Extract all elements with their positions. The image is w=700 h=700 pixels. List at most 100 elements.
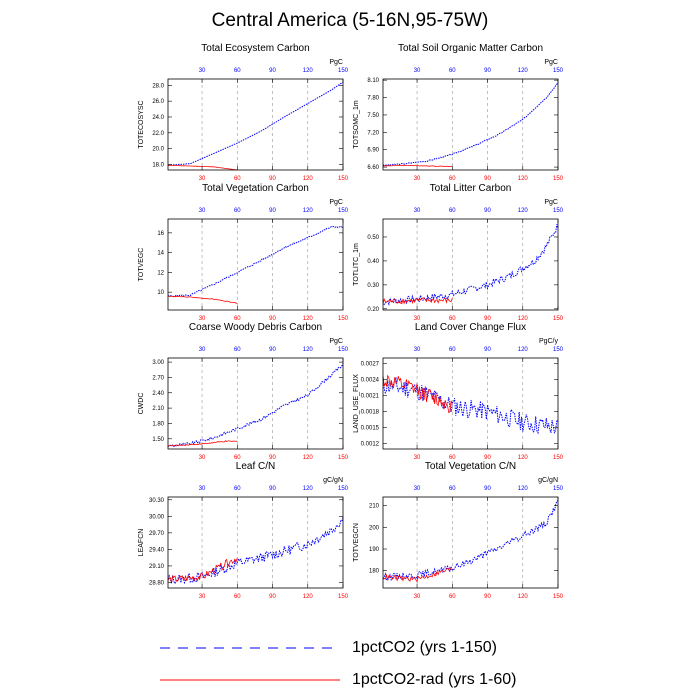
- x-tick-label: 150: [553, 594, 564, 600]
- panel-7: Leaf C/N gC/gN 30 30 60 60 90 90 120 120 150 150 28.…: [138, 461, 349, 600]
- x-tick-label-top: 30: [414, 208, 421, 214]
- y-axis-label: LEAFCN: [138, 529, 145, 557]
- y-tick-label: 7.20: [367, 130, 379, 136]
- x-tick-label-top: 120: [303, 208, 314, 214]
- x-tick-label: 30: [199, 455, 206, 461]
- x-tick-label-top: 90: [269, 347, 276, 353]
- legend-label-1pctco2: 1pctCO2 (yrs 1-150): [352, 639, 497, 656]
- panel-title: Land Cover Change Flux: [415, 322, 526, 333]
- x-tick-label-top: 60: [449, 208, 456, 214]
- y-tick-label: 29.40: [149, 547, 165, 553]
- y-tick-label: 1.80: [152, 421, 164, 427]
- x-tick-label-top: 150: [553, 68, 564, 74]
- y-tick-label: 210: [369, 504, 380, 510]
- x-tick-label-top: 90: [484, 68, 491, 74]
- y-axis-label: LAND_USE_FLUX: [353, 374, 360, 433]
- x-tick-label-top: 60: [234, 208, 241, 214]
- panel-title: Total Litter Carbon: [430, 183, 512, 194]
- unit-label: PgC: [329, 338, 343, 345]
- y-axis-label: TOTSOMC_1m: [353, 100, 360, 149]
- y-tick-label: 30.30: [149, 498, 165, 504]
- plot-frame: [382, 357, 559, 450]
- series-1pctco2-rad: [167, 440, 238, 447]
- x-tick-label-top: 120: [518, 347, 529, 353]
- x-tick-label-top: 30: [199, 347, 206, 353]
- x-tick-label-top: 150: [553, 486, 564, 492]
- y-tick-label: 0.50: [367, 235, 379, 241]
- panel-8: Total Vegetation C/N gC/gN 30 30 60 60 90 90 120…: [353, 461, 564, 600]
- y-tick-label: 28.0: [152, 83, 164, 89]
- x-tick-label: 90: [484, 594, 491, 600]
- y-tick-label: 29.70: [149, 531, 165, 537]
- y-tick-label: 3.00: [152, 360, 164, 366]
- y-tick-label: 1.50: [152, 437, 164, 443]
- series-1pctco2: [167, 363, 344, 448]
- y-tick-label: 0.40: [367, 259, 379, 265]
- x-tick-label-top: 150: [553, 347, 564, 353]
- y-tick-label: 24.0: [152, 115, 164, 121]
- unit-label: gC/gN: [538, 477, 558, 484]
- y-tick-label: 6.90: [367, 148, 379, 154]
- panel-title: Coarse Woody Debris Carbon: [189, 322, 322, 333]
- x-tick-label-top: 30: [199, 486, 206, 492]
- x-tick-label: 120: [518, 316, 529, 322]
- y-axis-label: CWDC: [138, 393, 145, 415]
- y-tick-label: 7.50: [367, 113, 379, 119]
- x-tick-label: 90: [269, 455, 276, 461]
- panel-4: Total Litter Carbon PgC 30 30 60 60 90 90 120 120…: [353, 183, 564, 322]
- y-tick-label: 29.10: [149, 564, 165, 570]
- y-tick-label: 0.20: [367, 307, 379, 313]
- x-tick-label: 60: [234, 316, 241, 322]
- panel-title: Total Vegetation C/N: [425, 461, 516, 472]
- x-tick-label-top: 120: [303, 347, 314, 353]
- x-tick-label-top: 30: [199, 208, 206, 214]
- series-1pctco2-rad: [382, 374, 453, 414]
- x-tick-label-top: 120: [303, 68, 314, 74]
- y-tick-label: 2.40: [152, 391, 164, 397]
- x-tick-label: 60: [449, 594, 456, 600]
- series-1pctco2: [167, 225, 344, 298]
- panel-title: Total Vegetation Carbon: [202, 183, 309, 194]
- y-tick-label: 190: [369, 547, 380, 553]
- unit-label: PgC: [329, 199, 343, 206]
- x-tick-label-top: 120: [518, 486, 529, 492]
- x-tick-label: 30: [199, 316, 206, 322]
- y-tick-label: 2.10: [152, 406, 164, 412]
- x-tick-label: 60: [449, 455, 456, 461]
- x-tick-label: 60: [234, 594, 241, 600]
- y-tick-label: 20.0: [152, 147, 164, 153]
- x-tick-label: 60: [449, 176, 456, 182]
- panel-6: Land Cover Change Flux PgC/y 30 30 60 60 90 90 1…: [353, 322, 564, 461]
- panel-3: Total Vegetation Carbon PgC 30 30 60 60 90 90 12…: [138, 183, 349, 322]
- y-tick-label: 200: [369, 525, 380, 531]
- x-tick-label-top: 150: [338, 68, 349, 74]
- panel-title: Leaf C/N: [236, 461, 275, 472]
- plot-frame: [167, 78, 344, 171]
- y-axis-label: TOTVEGC: [138, 248, 145, 282]
- x-tick-label-top: 60: [234, 486, 241, 492]
- y-tick-label: 0.0024: [361, 377, 380, 383]
- x-tick-label-top: 60: [449, 68, 456, 74]
- x-tick-label: 30: [414, 594, 421, 600]
- x-tick-label: 120: [303, 316, 314, 322]
- y-tick-label: 0.0018: [361, 410, 380, 416]
- x-tick-label-top: 30: [414, 347, 421, 353]
- x-tick-label-top: 60: [449, 486, 456, 492]
- y-tick-label: 30.00: [149, 514, 165, 520]
- y-tick-label: 12: [157, 270, 164, 276]
- legend-line-2: [160, 679, 340, 681]
- x-tick-label-top: 90: [269, 486, 276, 492]
- x-tick-label-top: 150: [338, 208, 349, 214]
- x-tick-label-top: 150: [338, 486, 349, 492]
- series-1pctco2-rad: [167, 295, 238, 304]
- x-tick-label: 90: [484, 176, 491, 182]
- x-tick-label: 150: [553, 455, 564, 461]
- x-tick-label: 120: [303, 176, 314, 182]
- y-tick-label: 14: [157, 251, 164, 257]
- plot-frame: [382, 78, 559, 171]
- y-tick-label: 16: [157, 231, 164, 237]
- x-tick-label: 60: [234, 176, 241, 182]
- y-tick-label: 0.30: [367, 283, 379, 289]
